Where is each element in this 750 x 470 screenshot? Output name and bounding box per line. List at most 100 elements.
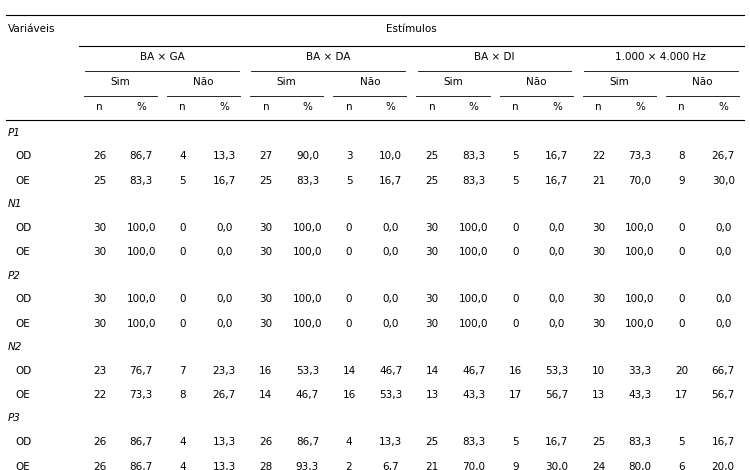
- Text: 9: 9: [678, 176, 685, 186]
- Text: 83,3: 83,3: [628, 437, 652, 447]
- Text: 13,3: 13,3: [213, 462, 236, 470]
- Text: 86,7: 86,7: [296, 437, 319, 447]
- Text: 30: 30: [425, 319, 439, 329]
- Text: OD: OD: [15, 437, 32, 447]
- Text: 9: 9: [512, 462, 519, 470]
- Text: 30: 30: [93, 319, 106, 329]
- Text: 20: 20: [675, 366, 688, 376]
- Text: 8: 8: [179, 390, 186, 400]
- Text: 25: 25: [592, 437, 605, 447]
- Text: 16,7: 16,7: [712, 437, 735, 447]
- Text: 0,0: 0,0: [715, 223, 731, 233]
- Text: 30,0: 30,0: [545, 462, 568, 470]
- Text: n: n: [96, 102, 103, 112]
- Text: 8: 8: [678, 151, 685, 161]
- Text: OE: OE: [15, 176, 30, 186]
- Text: 0,0: 0,0: [715, 294, 731, 304]
- Text: 100,0: 100,0: [126, 247, 156, 257]
- Text: 26: 26: [93, 151, 106, 161]
- Text: %: %: [552, 102, 562, 112]
- Text: 0,0: 0,0: [216, 223, 232, 233]
- Text: P1: P1: [8, 128, 20, 138]
- Text: 83,3: 83,3: [462, 437, 485, 447]
- Text: Não: Não: [526, 78, 546, 87]
- Text: 26: 26: [260, 437, 272, 447]
- Text: 30: 30: [425, 247, 439, 257]
- Text: 100,0: 100,0: [459, 247, 488, 257]
- Text: %: %: [386, 102, 395, 112]
- Text: OE: OE: [15, 247, 30, 257]
- Text: 100,0: 100,0: [126, 223, 156, 233]
- Text: %: %: [469, 102, 478, 112]
- Text: Não: Não: [692, 78, 712, 87]
- Text: 16,7: 16,7: [213, 176, 236, 186]
- Text: 100,0: 100,0: [459, 223, 488, 233]
- Text: 0,0: 0,0: [382, 294, 399, 304]
- Text: 25: 25: [425, 176, 439, 186]
- Text: 13: 13: [425, 390, 439, 400]
- Text: 0: 0: [512, 294, 518, 304]
- Text: 0,0: 0,0: [382, 223, 399, 233]
- Text: OE: OE: [15, 390, 30, 400]
- Text: 100,0: 100,0: [292, 247, 322, 257]
- Text: P2: P2: [8, 271, 20, 281]
- Text: 86,7: 86,7: [130, 437, 153, 447]
- Text: 100,0: 100,0: [292, 223, 322, 233]
- Text: 17: 17: [509, 390, 522, 400]
- Text: 0: 0: [179, 319, 186, 329]
- Text: 53,3: 53,3: [296, 366, 319, 376]
- Text: 30: 30: [260, 223, 272, 233]
- Text: 100,0: 100,0: [292, 294, 322, 304]
- Text: 30: 30: [425, 223, 439, 233]
- Text: 0,0: 0,0: [216, 247, 232, 257]
- Text: 5: 5: [512, 176, 519, 186]
- Text: 26,7: 26,7: [213, 390, 236, 400]
- Text: 5: 5: [346, 176, 352, 186]
- Text: 70,0: 70,0: [628, 176, 652, 186]
- Text: 0,0: 0,0: [715, 319, 731, 329]
- Text: P3: P3: [8, 414, 20, 423]
- Text: 14: 14: [425, 366, 439, 376]
- Text: 0: 0: [346, 319, 352, 329]
- Text: 86,7: 86,7: [130, 462, 153, 470]
- Text: 25: 25: [425, 437, 439, 447]
- Text: 0: 0: [679, 319, 685, 329]
- Text: 70,0: 70,0: [462, 462, 485, 470]
- Text: %: %: [219, 102, 230, 112]
- Text: 24: 24: [592, 462, 605, 470]
- Text: 46,7: 46,7: [379, 366, 402, 376]
- Text: 30: 30: [425, 294, 439, 304]
- Text: OD: OD: [15, 151, 32, 161]
- Text: 26,7: 26,7: [712, 151, 735, 161]
- Text: n: n: [429, 102, 436, 112]
- Text: 100,0: 100,0: [459, 319, 488, 329]
- Text: 83,3: 83,3: [462, 176, 485, 186]
- Text: 25: 25: [93, 176, 106, 186]
- Text: 43,3: 43,3: [462, 390, 485, 400]
- Text: 56,7: 56,7: [712, 390, 735, 400]
- Text: 3: 3: [346, 151, 352, 161]
- Text: 21: 21: [425, 462, 439, 470]
- Text: 1.000 × 4.000 Hz: 1.000 × 4.000 Hz: [616, 52, 706, 62]
- Text: 100,0: 100,0: [126, 294, 156, 304]
- Text: 14: 14: [260, 390, 272, 400]
- Text: 76,7: 76,7: [130, 366, 153, 376]
- Text: 0: 0: [179, 294, 186, 304]
- Text: 17: 17: [675, 390, 688, 400]
- Text: Sim: Sim: [610, 78, 629, 87]
- Text: 30: 30: [592, 247, 605, 257]
- Text: 0,0: 0,0: [549, 223, 565, 233]
- Text: 0,0: 0,0: [382, 247, 399, 257]
- Text: 46,7: 46,7: [296, 390, 319, 400]
- Text: 30: 30: [260, 294, 272, 304]
- Text: 53,3: 53,3: [545, 366, 568, 376]
- Text: 0: 0: [512, 247, 518, 257]
- Text: 16: 16: [343, 390, 355, 400]
- Text: 100,0: 100,0: [459, 294, 488, 304]
- Text: 83,3: 83,3: [462, 151, 485, 161]
- Text: 30: 30: [592, 319, 605, 329]
- Text: 56,7: 56,7: [545, 390, 568, 400]
- Text: 23: 23: [93, 366, 106, 376]
- Text: 83,3: 83,3: [130, 176, 153, 186]
- Text: 0: 0: [179, 247, 186, 257]
